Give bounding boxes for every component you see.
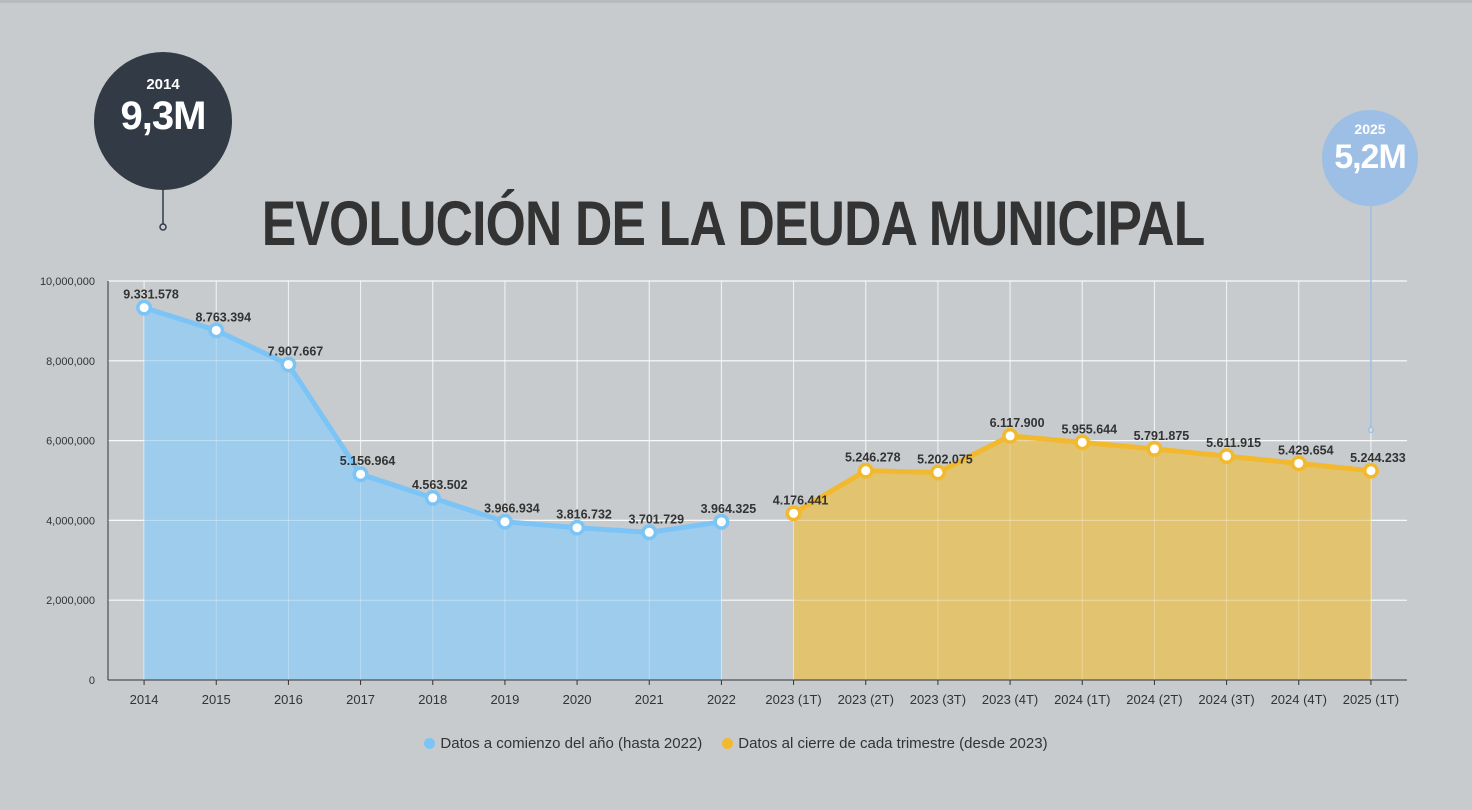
x-tick-label: 2024 (4T) (1271, 692, 1327, 707)
data-point-center (716, 517, 726, 527)
x-tick-label: 2023 (1T) (765, 692, 821, 707)
x-tick-label: 2024 (1T) (1054, 692, 1110, 707)
data-point-center (789, 508, 799, 518)
data-point-center (1077, 437, 1087, 447)
top-strip (0, 0, 1472, 3)
data-label: 5.156.964 (340, 454, 396, 468)
data-point-center (644, 527, 654, 537)
data-point-center (211, 325, 221, 335)
x-tick-label: 2017 (346, 692, 375, 707)
legend-swatch (424, 738, 436, 749)
legend-swatch (722, 738, 734, 749)
y-tick-label: 2,000,000 (46, 595, 95, 607)
callout-connector-end-2025 (1367, 426, 1375, 434)
callout-year: 2014 (146, 76, 180, 93)
data-label: 9.331.578 (123, 288, 179, 302)
data-point-center (139, 303, 149, 313)
data-label: 5.246.278 (845, 451, 901, 465)
callout-value: 9,3M (120, 94, 207, 138)
chart-title: EVOLUCIÓN DE LA DEUDA MUNICIPAL (261, 189, 1206, 259)
data-point-center (1222, 451, 1232, 461)
data-point-center (500, 517, 510, 527)
x-tick-label: 2025 (1T) (1343, 692, 1399, 707)
data-label: 8.763.394 (195, 310, 251, 324)
series-area-2 (793, 435, 1371, 680)
data-point-center (356, 469, 366, 479)
y-tick-label: 0 (89, 675, 95, 687)
data-point-center (283, 359, 293, 369)
y-tick-label: 10,000,000 (40, 276, 95, 288)
y-tick-label: 6,000,000 (46, 436, 95, 448)
callout-bubble-2025: 2025 5,2M (1322, 110, 1418, 206)
y-tick-label: 8,000,000 (46, 356, 95, 368)
callout-bubble-2014: 2014 9,3M (94, 52, 232, 190)
x-tick-label: 2015 (202, 692, 231, 707)
chart-legend: Datos a comienzo del año (hasta 2022) Da… (0, 735, 1472, 752)
x-tick-label: 2014 (130, 692, 159, 707)
data-label: 4.563.502 (412, 478, 468, 492)
x-tick-label: 2023 (3T) (910, 692, 966, 707)
callout-year: 2025 (1354, 121, 1386, 137)
data-label: 5.955.644 (1061, 422, 1117, 436)
x-tick-label: 2019 (490, 692, 519, 707)
legend-item-quarterly[interactable]: Datos al cierre de cada trimestre (desde… (722, 735, 1048, 752)
legend-label: Datos a comienzo del año (hasta 2022) (440, 735, 703, 752)
data-point-center (572, 523, 582, 533)
data-label: 3.816.732 (556, 508, 612, 522)
data-label: 3.701.729 (628, 512, 684, 526)
legend-item-annual[interactable]: Datos a comienzo del año (hasta 2022) (424, 735, 702, 752)
data-point-center (1294, 458, 1304, 468)
x-tick-label: 2023 (4T) (982, 692, 1038, 707)
data-point-center (933, 467, 943, 477)
data-label: 4.176.441 (773, 493, 829, 507)
data-label: 5.202.075 (917, 452, 973, 466)
data-point-center (1366, 466, 1376, 476)
data-label: 6.117.900 (990, 416, 1045, 430)
callout-connector-end-2014 (159, 223, 167, 231)
data-label: 7.907.667 (268, 344, 324, 358)
x-tick-label: 2022 (707, 692, 736, 707)
x-tick-label: 2018 (418, 692, 447, 707)
data-label: 5.244.233 (1350, 451, 1406, 465)
data-label: 5.791.875 (1134, 429, 1190, 443)
x-tick-label: 2023 (2T) (838, 692, 894, 707)
data-label: 3.966.934 (484, 502, 540, 516)
data-point-center (1005, 431, 1015, 441)
series-area-1 (144, 307, 722, 680)
callout-value: 5,2M (1334, 138, 1407, 176)
x-tick-label: 2016 (274, 692, 303, 707)
x-tick-label: 2024 (2T) (1126, 692, 1182, 707)
data-point-center (1149, 444, 1159, 454)
data-point-center (428, 493, 438, 503)
data-label: 3.964.325 (701, 502, 757, 516)
x-tick-label: 2021 (635, 692, 664, 707)
x-tick-label: 2024 (3T) (1198, 692, 1254, 707)
legend-label: Datos al cierre de cada trimestre (desde… (738, 735, 1048, 752)
data-label: 5.429.654 (1278, 443, 1334, 457)
data-label: 5.611.915 (1206, 436, 1261, 450)
data-point-center (861, 466, 871, 476)
y-tick-label: 4,000,000 (46, 515, 95, 527)
x-tick-label: 2020 (563, 692, 592, 707)
